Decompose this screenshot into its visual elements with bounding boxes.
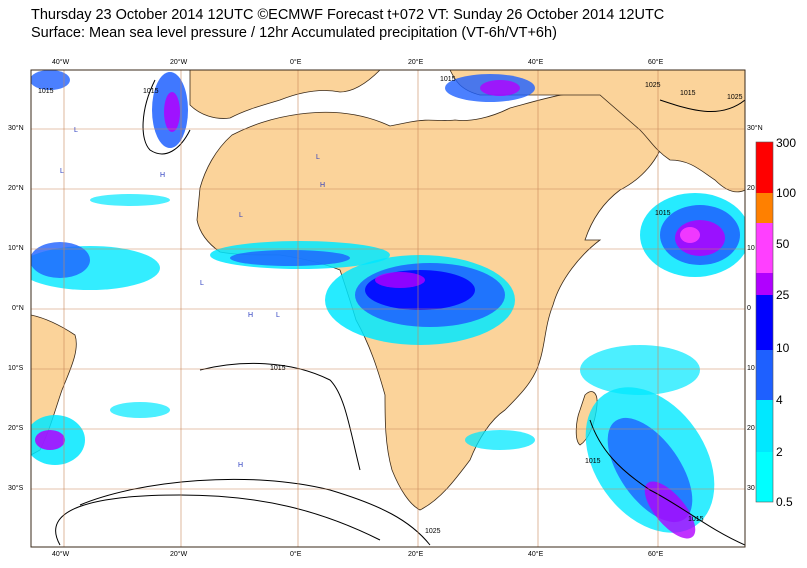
legend-label: 2 [776, 445, 783, 459]
high-pressure-marker: H [160, 172, 166, 179]
legend-label: 10 [776, 341, 790, 355]
lat-label-left: 30°N [8, 125, 24, 132]
isobar-label: 1015 [440, 76, 456, 83]
low-pressure-marker: L [276, 312, 280, 319]
lon-label-top: 40°E [528, 59, 544, 66]
isobar-label: 1015 [38, 88, 54, 95]
lon-label-bottom: 20°W [170, 551, 188, 558]
lat-label-left: 10°N [8, 245, 24, 252]
isobar-label: 1015 [585, 458, 601, 465]
lon-label-bottom: 60°E [648, 551, 664, 558]
lon-label-bottom: 40°W [52, 551, 70, 558]
legend-label: 0.5 [776, 495, 793, 509]
low-pressure-marker: L [74, 127, 78, 134]
low-pressure-marker: L [60, 168, 64, 175]
low-pressure-marker: L [200, 280, 204, 287]
lat-label-right: 20 [747, 185, 755, 192]
isobar-label: 1015 [270, 365, 286, 372]
lon-label-bottom: 40°E [528, 551, 544, 558]
high-pressure-marker: H [238, 462, 244, 469]
graticule [31, 70, 745, 547]
high-pressure-marker: H [248, 312, 254, 319]
high-pressure-marker: H [320, 182, 326, 189]
lon-label-bottom: 20°E [408, 551, 424, 558]
lat-label-left: 10°S [8, 365, 24, 372]
map-title: Thursday 23 October 2014 12UTC ©ECMWF Fo… [31, 7, 665, 23]
legend-label: 100 [776, 186, 797, 200]
lat-label-right: 30°N [747, 125, 763, 132]
legend-label: 50 [776, 237, 790, 251]
lon-label-top: 20°E [408, 59, 424, 66]
low-pressure-marker: L [239, 212, 243, 219]
lat-label-left: 20°S [8, 425, 24, 432]
legend-label: 4 [776, 393, 783, 407]
legend-label: 25 [776, 288, 790, 302]
isobar-label: 1015 [680, 90, 696, 97]
lon-label-top: 0°E [290, 59, 302, 66]
lat-label-right: 30 [747, 485, 755, 492]
lat-label-right: 10 [747, 245, 755, 252]
lon-label-bottom: 0°E [290, 551, 302, 558]
lon-label-top: 20°W [170, 59, 188, 66]
map-frame [30, 69, 746, 548]
isobar-label: 1025 [727, 94, 743, 101]
isobar-label: 1025 [425, 528, 441, 535]
isobar-label: 1015 [688, 516, 704, 523]
lat-label-right: 10 [747, 365, 755, 372]
isobar-label: 1025 [645, 82, 661, 89]
europe-landmass [189, 70, 381, 119]
lon-label-top: 60°E [648, 59, 664, 66]
isobar-label: 1015 [143, 88, 159, 95]
lat-label-left: 0°N [12, 305, 24, 312]
lon-label-top: 40°W [52, 59, 70, 66]
precipitation-legend [755, 141, 774, 503]
lat-label-left: 20°N [8, 185, 24, 192]
lat-label-right: 0 [747, 305, 751, 312]
legend-label: 300 [776, 136, 797, 150]
isobar-label: 1015 [655, 210, 671, 217]
lat-label-right: 20 [747, 425, 755, 432]
map-subtitle: Surface: Mean sea level pressure / 12hr … [31, 25, 557, 41]
low-pressure-marker: L [316, 154, 320, 161]
lat-label-left: 30°S [8, 485, 24, 492]
